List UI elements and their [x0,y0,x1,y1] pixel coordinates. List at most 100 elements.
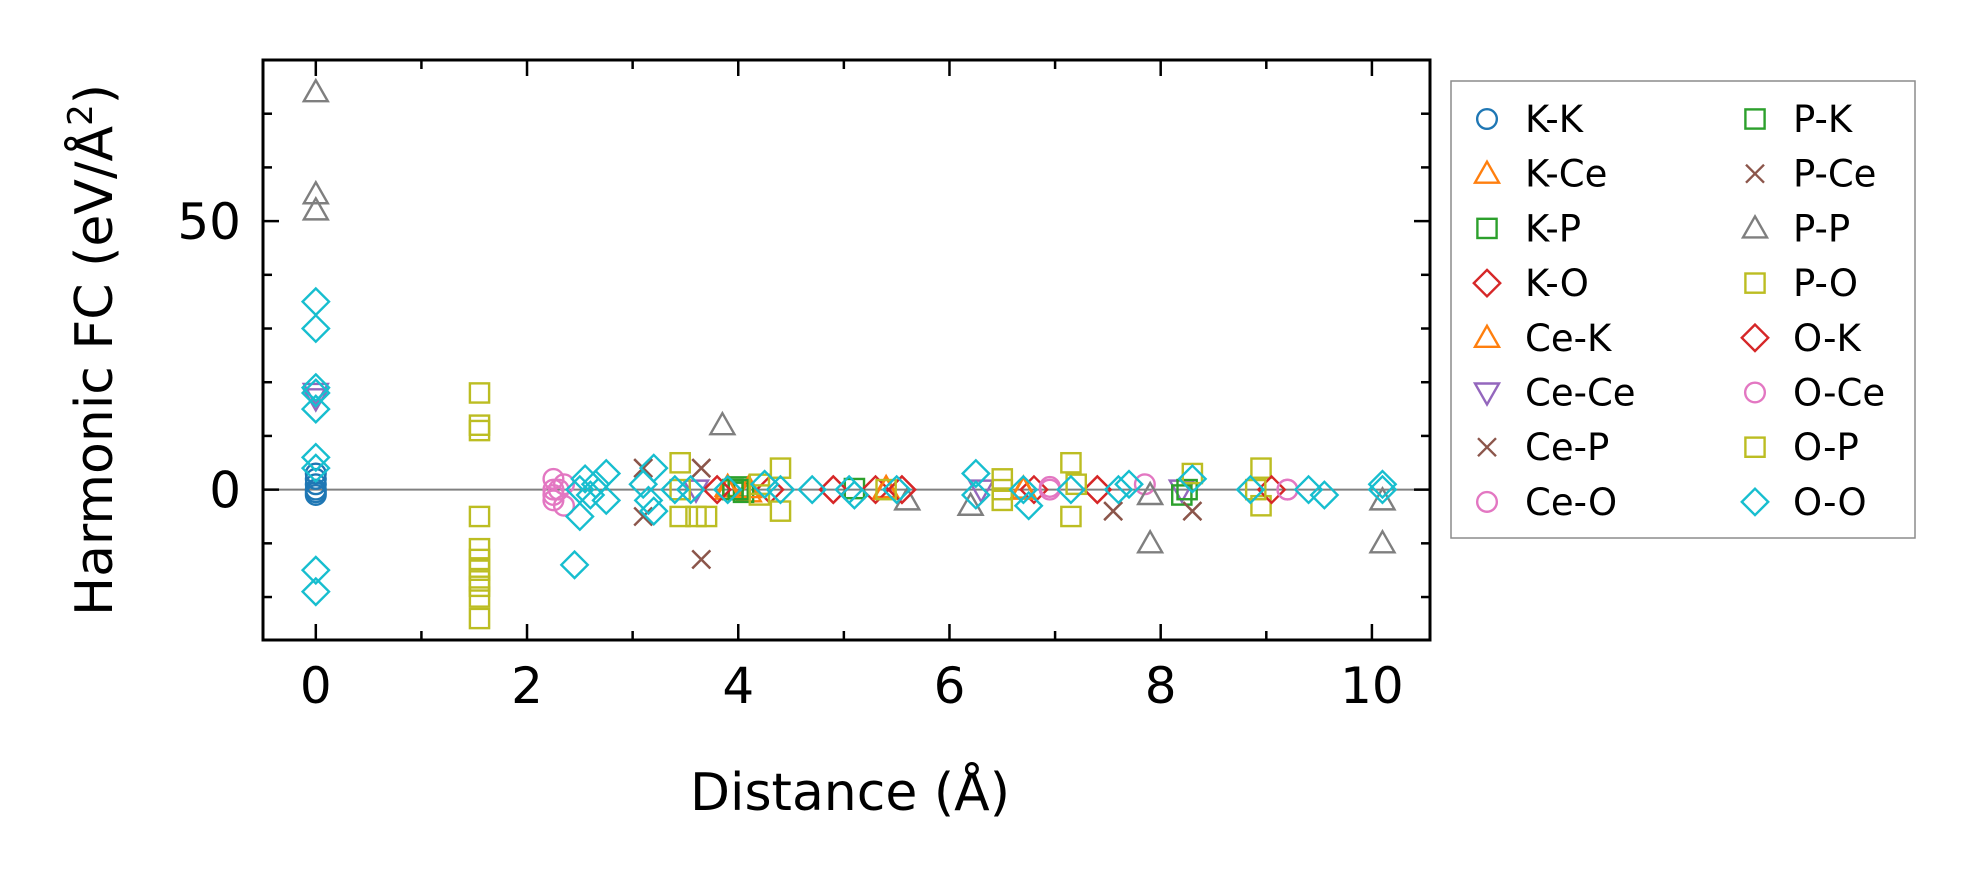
data-point [1309,480,1340,510]
data-point [691,458,712,478]
data-point [1171,484,1193,506]
data-point [304,473,327,496]
data-point [1103,501,1124,521]
data-point [839,480,870,510]
x-tick-label: 6 [934,657,966,715]
data-point [1060,505,1082,528]
legend-marker [1743,381,1767,404]
series-p-ce [633,458,1203,570]
data-point [1250,457,1272,479]
data-point [564,501,595,532]
data-point [633,485,664,516]
data-point [468,586,491,608]
legend-label: Ce-O [1525,481,1617,524]
legend-label: P-Ce [1793,153,1876,196]
data-point [1276,478,1299,501]
legend-label: K-P [1525,207,1581,250]
data-point [1256,474,1287,505]
data-point [300,442,331,473]
x-tick-label: 8 [1145,657,1177,715]
y-tick-label: 50 [177,193,241,251]
y-axis-label: Harmonic FC (eV/Å2) [61,84,125,616]
legend-box [1450,80,1916,539]
data-point [300,453,331,484]
x-tick-label: 4 [722,657,754,715]
legend-marker [1745,163,1765,184]
plot-area [263,77,1430,630]
data-point [301,179,330,205]
data-point [638,453,669,484]
legend-marker [1472,323,1502,348]
data-point [468,607,491,630]
data-point [633,506,654,527]
data-point [638,496,669,527]
data-point [300,378,331,408]
data-point [559,549,590,580]
legend-marker [1475,490,1499,513]
data-point [542,489,565,512]
data-point [702,474,733,505]
data-point [301,195,330,221]
legend-label: P-O [1793,262,1858,305]
data-point [1136,528,1165,554]
data-point [542,467,565,490]
x-axis-label: Distance (Å) [690,761,1010,823]
y-axis-label-sup: 2 [61,104,101,126]
data-point [300,576,331,607]
legend-marker [1740,213,1770,239]
legend-label: Ce-K [1525,317,1613,360]
data-point [1114,469,1144,500]
data-point [300,313,331,344]
data-point [875,478,897,501]
data-point [1293,474,1324,505]
data-point [887,474,917,505]
legend-label: P-P [1793,207,1850,250]
data-point [591,485,622,516]
legend-label: O-K [1793,317,1863,360]
data-point [1060,451,1082,474]
data-point [1019,474,1049,505]
data-point [552,473,576,496]
data-point [1136,480,1165,506]
data-point [575,480,606,510]
data-point [659,474,690,505]
data-point [818,474,849,505]
legend-label: K-O [1525,262,1589,305]
data-point [1013,490,1044,521]
series-ce-o [542,467,1299,517]
legend-label: K-K [1525,98,1585,141]
legend-label: O-O [1793,481,1867,524]
data-point [669,451,691,474]
legend-marker [1476,217,1498,240]
data-point [1082,474,1113,505]
series-o-k [702,474,1287,505]
data-point [1056,474,1086,505]
data-point [712,474,743,505]
legend-marker [1472,382,1502,407]
data-point [695,505,718,528]
data-point [468,419,491,442]
legend-marker [1744,436,1766,459]
data-point [300,394,331,424]
data-point [468,382,491,404]
data-point [1250,494,1272,517]
x-tick-label: 2 [511,657,543,715]
legend-label: O-P [1793,426,1859,469]
series-o-o [300,286,1398,607]
legend-label: O-Ce [1793,372,1885,415]
plot-layer [263,77,1430,630]
series-p-o [468,382,1272,630]
legend-marker [1740,487,1770,517]
data-point [1008,474,1039,505]
data-point [960,480,991,510]
series-k-k [304,462,327,507]
data-point [1176,478,1198,501]
data-point [860,474,891,505]
data-point [748,484,771,506]
axes-layer: 0 2 4 6 8 10 0 50 [177,58,1432,715]
data-point [960,458,991,489]
data-point [749,469,780,500]
data-point [1367,469,1398,500]
y-axis-label-main: Harmonic FC (eV/Å [63,125,125,616]
